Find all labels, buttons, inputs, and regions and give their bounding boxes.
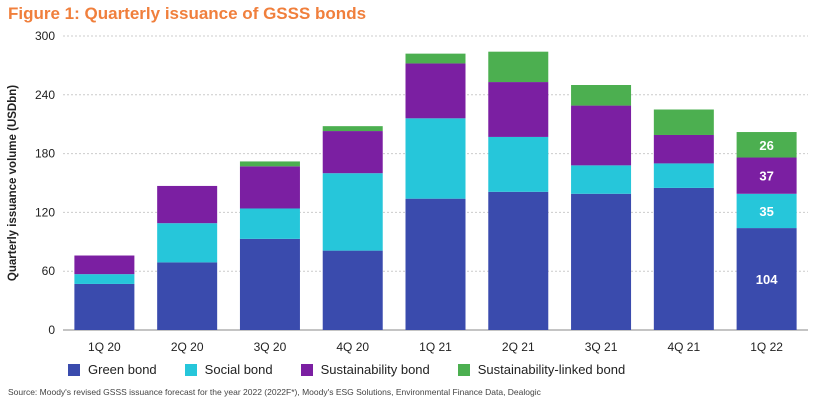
bar-segment bbox=[405, 63, 466, 119]
y-tick-label: 120 bbox=[35, 205, 55, 219]
legend-label: Social bond bbox=[204, 362, 273, 377]
bar-segment bbox=[653, 109, 714, 135]
y-tick-label: 0 bbox=[48, 323, 55, 337]
bar-segment bbox=[571, 105, 632, 166]
bar-segment bbox=[157, 223, 218, 263]
x-tick-label: 4Q 20 bbox=[336, 340, 369, 354]
bar-segment bbox=[488, 82, 549, 137]
x-tick-label: 4Q 21 bbox=[667, 340, 700, 354]
bar-segment bbox=[736, 228, 797, 330]
legend-swatch bbox=[184, 363, 197, 376]
bar-segment bbox=[488, 136, 549, 192]
legend-swatch bbox=[68, 363, 80, 376]
bar-segment bbox=[239, 161, 300, 167]
legend-label: Sustainability bond bbox=[320, 362, 430, 377]
legend-swatch bbox=[300, 363, 313, 376]
bar-segment bbox=[405, 118, 466, 199]
bar-segment bbox=[653, 134, 714, 164]
y-tick-label: 180 bbox=[35, 147, 55, 161]
bar-segment bbox=[157, 262, 218, 330]
data-label: 35 bbox=[759, 204, 773, 219]
legend-item: Social bond bbox=[184, 362, 273, 377]
bar-segment bbox=[571, 85, 632, 106]
bar-segment bbox=[322, 131, 383, 174]
bar-segment bbox=[736, 157, 797, 194]
figure-title: Figure 1: Quarterly issuance of GSSS bon… bbox=[8, 4, 367, 23]
bar-segment bbox=[74, 283, 135, 330]
bar-segment bbox=[653, 163, 714, 188]
bar-segment bbox=[488, 51, 549, 83]
x-tick-label: 1Q 20 bbox=[88, 340, 121, 354]
bar-segment bbox=[405, 198, 466, 330]
x-tick-label: 3Q 20 bbox=[254, 340, 287, 354]
legend-item: Sustainability bond bbox=[300, 362, 430, 377]
bar-segment bbox=[239, 238, 300, 330]
x-tick-label: 2Q 20 bbox=[171, 340, 204, 354]
x-tick-label: 1Q 21 bbox=[419, 340, 452, 354]
bar-segment bbox=[74, 274, 135, 284]
x-tick-label: 2Q 21 bbox=[502, 340, 535, 354]
bar-segment bbox=[322, 126, 383, 132]
data-label: 26 bbox=[759, 138, 773, 153]
x-tick-label: 1Q 22 bbox=[750, 340, 783, 354]
bar-segment bbox=[74, 255, 135, 275]
bar-segment bbox=[405, 53, 466, 64]
data-label: 37 bbox=[759, 169, 773, 184]
legend-label: Green bond bbox=[88, 362, 157, 377]
bar-segment bbox=[736, 193, 797, 229]
bar-segment bbox=[322, 173, 383, 251]
x-tick-label: 3Q 21 bbox=[585, 340, 618, 354]
bar-segment bbox=[488, 191, 549, 330]
bar-segment bbox=[322, 250, 383, 330]
y-tick-label: 60 bbox=[42, 264, 56, 278]
data-label: 104 bbox=[756, 272, 778, 287]
bar-segment bbox=[239, 208, 300, 239]
y-axis-label: Quarterly issuance volume (USDbn) bbox=[7, 85, 19, 281]
bar-segment bbox=[571, 165, 632, 194]
y-tick-label: 240 bbox=[35, 88, 55, 102]
legend-label: Sustainability-linked bond bbox=[477, 362, 626, 377]
bar-segment bbox=[736, 132, 797, 158]
y-tick-label: 300 bbox=[35, 29, 55, 43]
bar-segment bbox=[157, 185, 218, 224]
legend-item: Sustainability-linked bond bbox=[457, 362, 626, 377]
legend-swatch bbox=[457, 363, 470, 376]
bar-segment bbox=[653, 187, 714, 330]
bar-segment bbox=[239, 166, 300, 209]
bar-segment bbox=[571, 193, 632, 330]
chart-legend: Green bond Social bond Sustainability bond… bbox=[68, 362, 625, 377]
legend-item: Green bond bbox=[68, 362, 157, 377]
source-note: Source: Moody's revised GSSS issuance fo… bbox=[8, 387, 541, 397]
